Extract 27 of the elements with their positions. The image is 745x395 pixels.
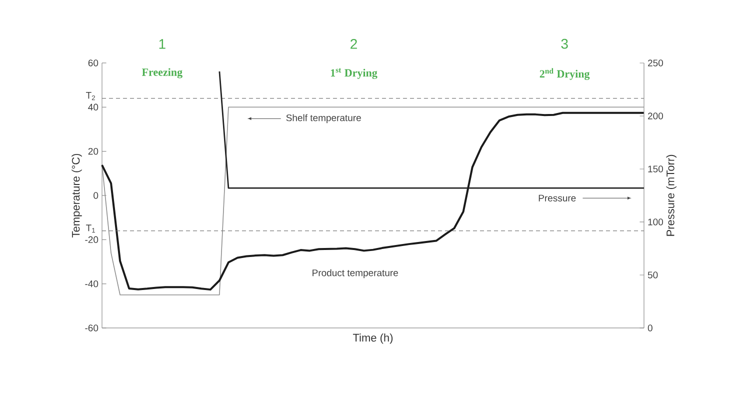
text: 2: [350, 38, 357, 49]
series-label: Shelf temperature: [286, 114, 361, 124]
y2-tick-label: 150: [648, 166, 663, 172]
y-tick-label: 60: [88, 60, 98, 66]
series-label: Product temperature: [312, 269, 398, 278]
x-axis-title: Time (h): [352, 334, 393, 344]
y-tick-label: 20: [88, 148, 98, 155]
y2-tick-label: 200: [648, 112, 663, 120]
text: 3: [561, 38, 568, 49]
y-tick-label: 40: [88, 104, 98, 111]
y-tick-label: -20: [85, 236, 98, 244]
y-axis-title: Temperature (°C): [72, 154, 82, 238]
y-tick-label: -40: [85, 280, 98, 288]
y2-tick-label: 50: [648, 272, 658, 278]
y-tick-label: -60: [85, 324, 98, 332]
ref-line-label: T$_{1}$: [86, 224, 95, 233]
y-tick-label: 0: [94, 192, 98, 199]
annotation: 2$^{nd}$ Drying: [540, 68, 590, 80]
series-label: Pressure: [538, 194, 576, 202]
y2-tick-label: 250: [648, 60, 663, 66]
y2-tick-label: 0: [648, 324, 652, 332]
y2-tick-label: 100: [648, 218, 663, 226]
y2-axis-title: Pressure (mTorr): [666, 154, 676, 236]
annotation: Freezing: [142, 68, 182, 78]
text: 1: [159, 39, 166, 49]
annotation: 1$^{st}$ Drying: [330, 68, 378, 79]
ref-line-label: T$_{2}$: [86, 92, 95, 100]
